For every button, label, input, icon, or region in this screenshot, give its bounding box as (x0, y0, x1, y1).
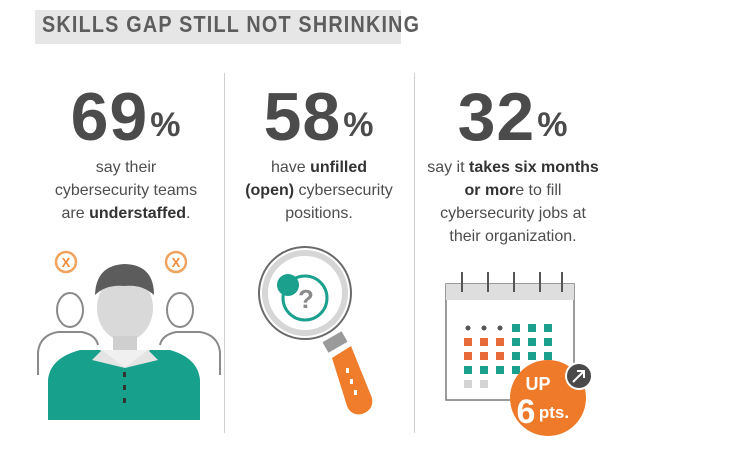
stat-description: say it takes six months or more to fill … (427, 159, 599, 245)
column-divider (414, 73, 415, 433)
stat-description: have unfilled (open) cybersecurity posit… (245, 159, 393, 222)
svg-text:X: X (172, 255, 181, 270)
stat-value: 69% (70, 79, 182, 155)
calendar-icon: UP 6 pts. (445, 272, 593, 436)
svg-text:X: X (62, 255, 71, 270)
arrow-up-right-icon (565, 362, 593, 390)
magnifier-question-icon: ? (258, 246, 373, 415)
svg-text:6: 6 (517, 393, 536, 431)
stat-value: 32% (457, 79, 569, 155)
stat-six-months: 32% say it takes six months or more to f… (418, 82, 608, 248)
x-badge-icon: X (54, 250, 78, 274)
svg-text:UP: UP (525, 374, 550, 394)
calendar-grid (464, 324, 552, 388)
stat-value: 58% (263, 79, 375, 155)
stat-description: say their cybersecurity teams are unders… (54, 159, 198, 222)
page-title: SKILLS GAP STILL NOT SHRINKING (42, 11, 421, 37)
stat-understaffed: 69% say their cybersecurity teams are un… (35, 82, 217, 225)
team-icon: X X (37, 250, 221, 420)
x-badge-icon: X (164, 250, 188, 274)
column-divider (224, 73, 225, 433)
stat-unfilled-positions: 58% have unfilled (open) cybersecurity p… (228, 82, 410, 225)
svg-text:?: ? (298, 284, 314, 314)
svg-text:pts.: pts. (539, 403, 569, 422)
title-band (35, 10, 401, 44)
